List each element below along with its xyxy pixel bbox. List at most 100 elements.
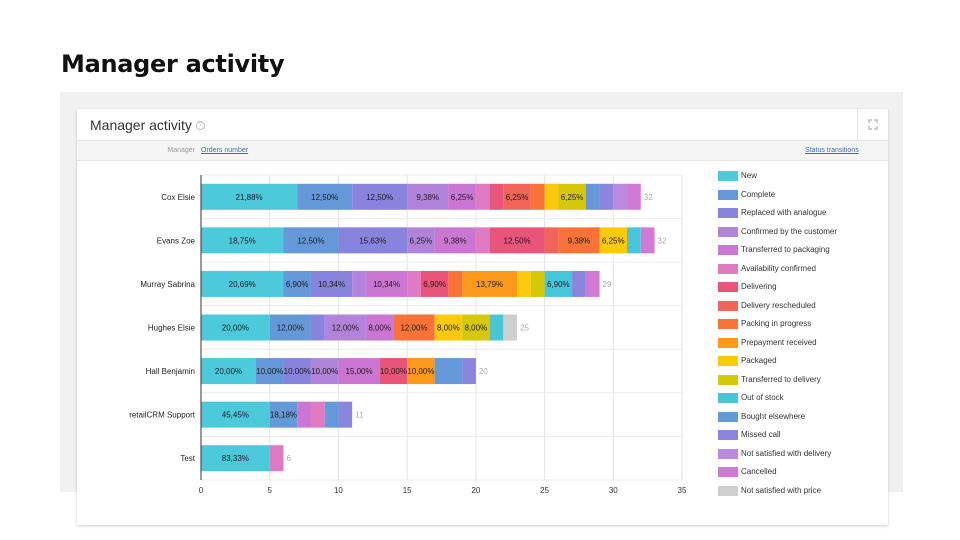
legend-item[interactable]: Not satisfied with delivery <box>718 448 883 468</box>
legend-item[interactable]: Bought elsewhere <box>718 411 883 431</box>
legend-swatch <box>718 319 738 329</box>
data-label: 6,25% <box>561 193 584 202</box>
legend-item[interactable]: Not satisfied with price <box>718 485 883 505</box>
bar-segment <box>407 183 449 210</box>
bar-segment <box>530 183 545 210</box>
legend-swatch <box>718 245 738 255</box>
bar-segment <box>324 401 339 428</box>
legend-item[interactable]: Missed call <box>718 430 883 449</box>
total-label: 25 <box>520 324 529 333</box>
bar-segment <box>269 314 311 341</box>
total-label: 11 <box>355 411 364 420</box>
bar-segment <box>544 227 559 254</box>
data-label: 8,00% <box>465 324 488 333</box>
bar-segment <box>434 227 476 254</box>
legend-label: Confirmed by the customer <box>741 226 838 236</box>
bar-segment <box>572 270 586 297</box>
data-label: 6,90% <box>286 280 309 289</box>
bar-segment <box>297 401 311 428</box>
legend-swatch <box>718 226 738 237</box>
legend-item[interactable]: Packing in progress <box>718 319 883 338</box>
legend-swatch <box>718 208 738 218</box>
legend-label: Delivering <box>741 282 777 291</box>
data-label: 18,18% <box>270 411 297 420</box>
data-label: 10,34% <box>373 280 400 289</box>
category-label: Test <box>180 454 195 463</box>
bar-segment <box>558 227 600 254</box>
bar-segment <box>407 358 435 385</box>
data-label: 12,50% <box>504 236 531 245</box>
legend-label: Out of stock <box>741 393 784 402</box>
legend-item[interactable]: New <box>718 171 883 190</box>
data-label: 8,00% <box>437 324 460 333</box>
bar-segment <box>434 358 463 385</box>
bar-segment <box>297 183 353 210</box>
bar-segment <box>352 270 366 297</box>
bar-segment <box>407 227 435 254</box>
legend-swatch <box>718 485 738 496</box>
bar-segment <box>201 227 284 254</box>
bar-segment <box>201 270 284 297</box>
legend-label: Missed call <box>741 430 781 439</box>
total-label: 29 <box>603 280 612 289</box>
bar-segment <box>338 227 408 254</box>
orders-number-link[interactable]: Orders number <box>201 147 249 154</box>
legend-item[interactable]: Replaced with analogue <box>718 208 883 227</box>
data-label: 20,69% <box>229 280 256 289</box>
legend-item[interactable]: Transferred to delivery <box>718 374 883 394</box>
data-label: 6,25% <box>602 236 625 245</box>
data-label: 45,45% <box>222 411 249 420</box>
legend-swatch <box>718 282 738 292</box>
legend-item[interactable]: Delivering <box>718 282 883 301</box>
total-label: 32 <box>644 193 653 202</box>
legend-item[interactable]: Complete <box>718 189 883 209</box>
bar-segment <box>407 270 421 297</box>
data-label: 10,00% <box>256 367 283 376</box>
status-transitions-link[interactable]: Status transitions <box>805 147 859 154</box>
legend-label: Cancelled <box>741 467 777 476</box>
bar-segment <box>310 358 339 385</box>
bar-segment <box>448 183 476 210</box>
bar-segment <box>599 227 628 254</box>
legend-label: Not satisfied with price <box>741 485 822 495</box>
legend-item[interactable]: Cancelled <box>718 467 883 486</box>
data-label: 6,25% <box>506 193 529 202</box>
legend-item[interactable]: Packaged <box>718 356 883 375</box>
legend-swatch <box>718 300 738 311</box>
category-label: retailCRM Support <box>129 411 196 420</box>
legend-label: Bought elsewhere <box>741 411 806 421</box>
bar-segment <box>448 270 463 297</box>
total-label: 20 <box>479 367 488 376</box>
x-tick-label: 35 <box>678 486 687 495</box>
bar-segment <box>310 314 325 341</box>
legend-label: Replaced with analogue <box>741 208 827 217</box>
legend-label: Packing in progress <box>741 319 812 328</box>
bar-segment <box>365 314 394 341</box>
bar-segment <box>283 227 339 254</box>
legend-item[interactable]: Out of stock <box>718 393 883 412</box>
legend-item[interactable]: Prepayment received <box>718 337 883 357</box>
bar-segment <box>489 314 504 341</box>
bar-segment <box>379 358 408 385</box>
x-tick-label: 0 <box>199 486 204 495</box>
bar-segment <box>269 401 298 428</box>
legend-item[interactable]: Availability confirmed <box>718 263 883 283</box>
bar-segment <box>338 401 353 428</box>
bar-segment <box>283 358 311 385</box>
bar-segment <box>201 445 270 472</box>
data-label: 10,00% <box>407 367 434 376</box>
legend-label: Packaged <box>741 356 777 365</box>
legend-item[interactable]: Transferred to packaging <box>718 245 883 264</box>
expand-button[interactable] <box>857 109 888 140</box>
data-label: 12,50% <box>311 193 338 202</box>
data-label: 12,50% <box>297 236 324 245</box>
bar-segment <box>365 270 408 297</box>
bar-segment <box>393 314 435 341</box>
legend-item[interactable]: Delivery rescheduled <box>718 300 883 320</box>
help-icon[interactable]: ? <box>196 121 205 130</box>
bar-segment <box>352 183 408 210</box>
bar-segment <box>324 314 366 341</box>
legend-item[interactable]: Confirmed by the customer <box>718 226 883 246</box>
bar-segment <box>462 358 476 385</box>
total-label: 32 <box>658 236 667 245</box>
